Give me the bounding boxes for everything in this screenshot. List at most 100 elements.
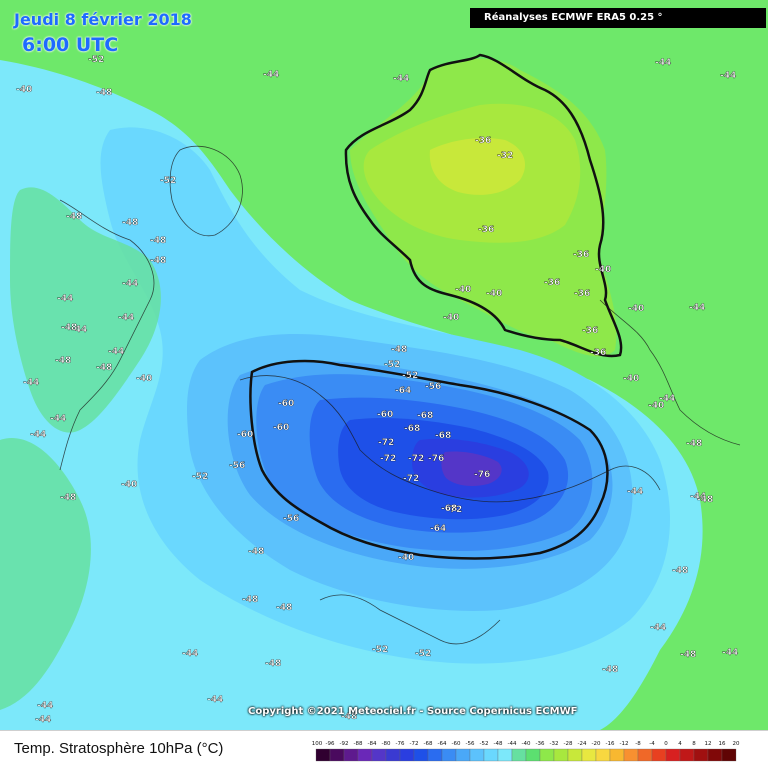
- contour-label: -48: [680, 650, 696, 660]
- contour-label: -68: [404, 424, 420, 434]
- contour-label: -52: [384, 360, 400, 370]
- contour-label: -44: [207, 695, 223, 705]
- contour-label: -40: [628, 304, 644, 314]
- vortex-boundary-contours: [249, 53, 623, 560]
- legend-swatch: [441, 748, 457, 762]
- contour-label: -48: [55, 356, 71, 366]
- legend-tick-label: -28: [564, 741, 573, 747]
- legend-swatch: [385, 748, 401, 762]
- contour-label: -48: [61, 323, 77, 333]
- coastline-eurasia: [239, 375, 661, 503]
- contour-label: -68: [435, 431, 451, 441]
- legend-tick-label: -100: [312, 741, 323, 747]
- contour-label: -44: [71, 325, 87, 335]
- contour-label: -44: [263, 70, 279, 80]
- contour-label: -56: [283, 514, 299, 524]
- legend-tick-label: -56: [466, 741, 475, 747]
- legend-tick-label: -36: [536, 741, 545, 747]
- zone-minus-44b: [0, 438, 91, 710]
- coastline-outlines: [59, 145, 741, 645]
- contour-label: -44: [659, 394, 675, 404]
- contour-label: -60: [278, 399, 294, 409]
- legend-swatch: [539, 748, 555, 762]
- data-source-banner: Réanalyses ECMWF ERA5 0.25 °: [470, 8, 766, 28]
- contour-label: -36: [590, 348, 606, 358]
- contour-label: -76: [474, 470, 490, 480]
- legend-swatch: [371, 748, 387, 762]
- contour-label: -48: [672, 566, 688, 576]
- contour-label: -40: [486, 289, 502, 299]
- contour-label: -72: [380, 454, 396, 464]
- legend-swatch: [413, 748, 429, 762]
- contour-label: -72: [378, 438, 394, 448]
- contour-label: -48: [96, 88, 112, 98]
- contour-label: -36: [475, 136, 491, 146]
- contour-label: -44: [118, 313, 134, 323]
- legend-tick-label: -16: [606, 741, 615, 747]
- legend-swatch: [581, 748, 597, 762]
- legend-swatch: [315, 748, 331, 762]
- contour-label: -52: [402, 371, 418, 381]
- contour-label: -36: [582, 326, 598, 336]
- legend-swatch: [455, 748, 471, 762]
- contour-label: -64: [395, 386, 411, 396]
- contour-label: -44: [50, 414, 66, 424]
- legend-swatch: [595, 748, 611, 762]
- contour-label: -52: [415, 649, 431, 659]
- contour-label: -40: [595, 265, 611, 275]
- legend-swatch: [693, 748, 709, 762]
- legend-tick-label: -68: [424, 741, 433, 747]
- temperature-fill-layers: [0, 58, 703, 730]
- legend-tick-label: -4: [649, 741, 655, 747]
- legend-tick-label: -60: [452, 741, 461, 747]
- contour-labels: -52-48-44-40-52-48-44-44-44-36-32-36-36-…: [16, 55, 739, 725]
- legend-tick-label: 12: [705, 741, 712, 747]
- contour-label: -56: [229, 461, 245, 471]
- legend-swatch: [483, 748, 499, 762]
- forecast-date: Jeudi 8 février 2018: [14, 10, 192, 29]
- contour-label: -36: [478, 225, 494, 235]
- legend-swatch: [651, 748, 667, 762]
- legend-tick-label: -44: [508, 741, 517, 747]
- contour-label: -52: [192, 472, 208, 482]
- legend-swatch: [679, 748, 695, 762]
- temperature-map: -52-48-44-40-52-48-44-44-44-36-32-36-36-…: [0, 0, 768, 730]
- legend-tick-label: 16: [719, 741, 726, 747]
- legend-tick-label: 8: [692, 741, 696, 747]
- zone-minus-44: [10, 187, 161, 433]
- legend-tick-label: -84: [368, 741, 377, 747]
- contour-label: -40: [648, 401, 664, 411]
- contour-label: -48: [248, 547, 264, 557]
- contour-label: -40: [16, 85, 32, 95]
- legend-swatch: [567, 748, 583, 762]
- legend-swatch: [721, 748, 737, 762]
- legend-swatch: [469, 748, 485, 762]
- legend-swatch: [329, 748, 345, 762]
- legend-swatch: [525, 748, 541, 762]
- contour-label: -40: [398, 553, 414, 563]
- legend-swatch: [707, 748, 723, 762]
- legend-swatch: [357, 748, 373, 762]
- contour-label: -60: [377, 410, 393, 420]
- contour-label: -48: [265, 659, 281, 669]
- legend-swatch: [511, 748, 527, 762]
- contour-label: -36: [573, 250, 589, 260]
- contour-label: -68: [441, 504, 457, 514]
- coastline-north-america: [59, 199, 155, 471]
- contour-label: -48: [96, 363, 112, 373]
- legend-tick-label: -8: [635, 741, 641, 747]
- legend-swatch: [497, 748, 513, 762]
- contour-label: -40: [623, 374, 639, 384]
- contour-label: -48: [341, 712, 357, 722]
- contour-label: -40: [121, 480, 137, 490]
- legend-tick-label: -72: [410, 741, 419, 747]
- contour-label: -44: [23, 378, 39, 388]
- contour-label: -72: [403, 474, 419, 484]
- contour-label: -36: [574, 289, 590, 299]
- contour-label: -44: [37, 701, 53, 711]
- legend-swatch: [609, 748, 625, 762]
- legend-swatch: [553, 748, 569, 762]
- contour-label: -44: [690, 492, 706, 502]
- coastline-europe: [319, 594, 501, 645]
- contour-label: -52: [88, 55, 104, 65]
